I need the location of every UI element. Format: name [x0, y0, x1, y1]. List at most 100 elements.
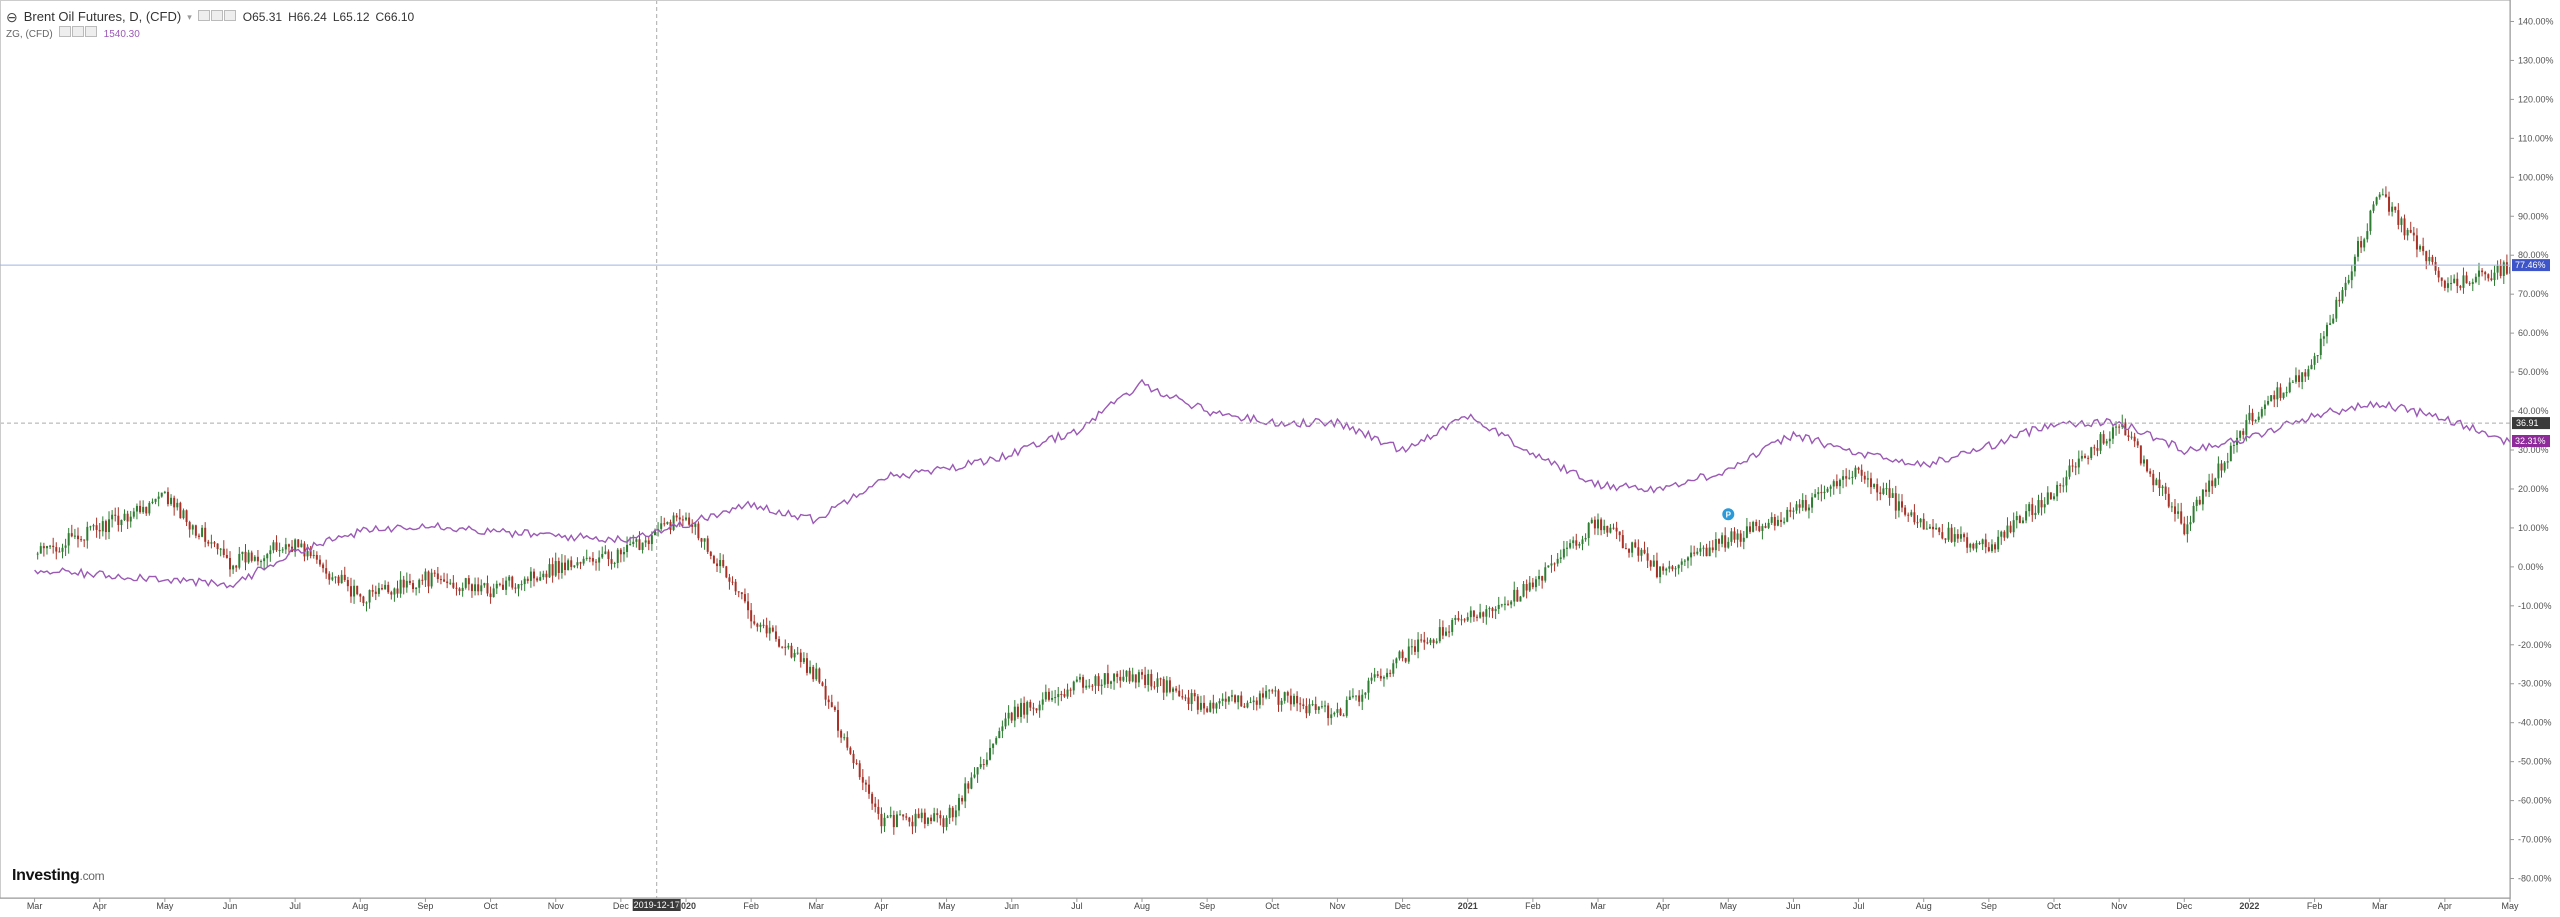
legend-compare-title[interactable]: ZG, (CFD) [6, 29, 53, 40]
candle-body [2459, 285, 2462, 288]
chevron-down-icon[interactable]: ▾ [187, 12, 192, 22]
candle-body [278, 550, 281, 552]
candle-body [864, 782, 867, 785]
candle-body [325, 568, 328, 574]
close-icon[interactable] [223, 10, 236, 21]
candle-body [1637, 547, 1640, 556]
legend-compare-boxes[interactable] [58, 26, 98, 44]
candle-body [2068, 465, 2071, 477]
candle-body [598, 557, 601, 563]
x-tick-label: Feb [743, 901, 759, 911]
candle-body [210, 542, 213, 544]
candle-body [1500, 604, 1503, 606]
candle-body [2332, 318, 2335, 324]
collapse-icon[interactable]: ⊖ [6, 9, 18, 25]
candle-body [1029, 701, 1032, 708]
candle-body [1569, 543, 1572, 548]
candle-body [1761, 526, 1764, 531]
candle-body [719, 560, 722, 567]
candle-body [2236, 437, 2239, 445]
candle-body [45, 546, 48, 549]
candle-body [1355, 695, 1358, 697]
candle-body [660, 523, 663, 529]
candle-body [2443, 280, 2446, 288]
legend-settings-boxes[interactable] [197, 8, 237, 26]
y-tick-label: 60.00% [2518, 328, 2549, 338]
candle-body [1817, 492, 1820, 495]
candle-body [1783, 521, 1786, 523]
candle-body [1147, 673, 1150, 685]
candle-body [1463, 619, 1466, 621]
candle-body [1165, 680, 1168, 693]
y-tick-label: 0.00% [2518, 562, 2544, 572]
candle-body [2329, 323, 2332, 325]
candle-body [1913, 512, 1916, 523]
candle-body [852, 753, 855, 764]
candle-body [489, 593, 492, 598]
candle-body [632, 541, 635, 545]
candle-body [815, 668, 818, 680]
gear-icon[interactable] [71, 26, 84, 37]
x-tick-label: Dec [613, 901, 630, 911]
candle-body [1724, 535, 1727, 548]
candle-body [315, 554, 318, 560]
candle-body [2161, 486, 2164, 489]
candle-body [1125, 670, 1128, 677]
candle-body [362, 596, 365, 603]
compare-line-series [34, 378, 2511, 589]
candle-body [1054, 697, 1057, 699]
candle-body [1392, 663, 1395, 674]
event-marker[interactable]: P [1722, 508, 1735, 521]
candle-body [52, 545, 55, 548]
candle-body [2319, 338, 2322, 356]
compare-line [34, 378, 2511, 589]
y-tick-label: -70.00% [2518, 835, 2552, 845]
candle-body [1094, 676, 1097, 686]
close-icon[interactable] [84, 26, 97, 37]
candle-body [1047, 691, 1050, 700]
y-tick-label: 50.00% [2518, 367, 2549, 377]
candle-body [899, 814, 902, 816]
candle-body [300, 543, 303, 548]
candle-body [238, 553, 241, 568]
eye-icon[interactable] [58, 26, 71, 37]
candle-body [1885, 488, 1888, 490]
gear-icon[interactable] [210, 10, 223, 21]
legend-main-title[interactable]: Brent Oil Futures, D, (CFD) [23, 9, 182, 24]
candle-body [1727, 541, 1730, 548]
candle-body [697, 523, 700, 539]
candle-body [1268, 690, 1271, 692]
candle-body [1001, 726, 1004, 732]
candle-body [2115, 426, 2118, 428]
candle-body [1528, 582, 1531, 591]
candle-body [1978, 543, 1981, 545]
candle-body [1600, 519, 1603, 531]
candle-body [2267, 401, 2270, 405]
candle-body [629, 544, 632, 546]
candle-body [2341, 290, 2344, 302]
candle-body [1141, 672, 1143, 675]
candle-body [1448, 631, 1451, 633]
candle-body [523, 578, 526, 585]
candle-body [957, 797, 960, 811]
candle-body [548, 564, 551, 578]
candle-body [911, 821, 914, 827]
candle-body [2059, 484, 2062, 486]
candle-body [2173, 506, 2176, 514]
legend-high: H66.24 [288, 10, 327, 24]
candle-body [1522, 584, 1525, 597]
candle-body [1559, 557, 1562, 559]
x-tick-label: Oct [484, 901, 499, 911]
candle-body [1466, 617, 1469, 621]
candle-body [2394, 206, 2397, 211]
candle-body [1488, 608, 1491, 610]
eye-icon[interactable] [197, 10, 210, 21]
candle-body [703, 538, 706, 542]
candle-body [1935, 527, 1938, 530]
candle-body [1175, 688, 1178, 691]
candle-body [197, 535, 200, 537]
candle-body [449, 582, 452, 584]
candle-body [672, 515, 675, 530]
